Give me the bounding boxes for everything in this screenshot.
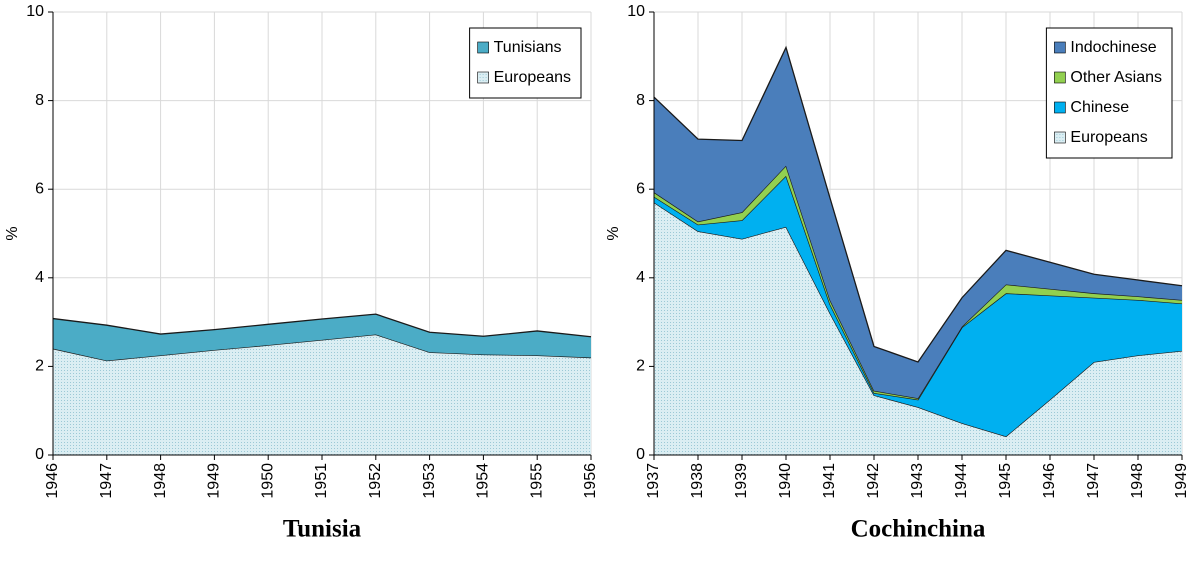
x-tick-label: 1948	[1129, 463, 1146, 499]
legend-label: Europeans	[494, 69, 571, 86]
area	[654, 47, 1182, 399]
x-tick-label: 1941	[821, 463, 838, 499]
legend: Tunisians Europeans	[469, 27, 582, 99]
x-tick-label: 1940	[777, 463, 794, 499]
legend-swatch	[477, 71, 489, 84]
y-axis-label: %	[605, 226, 622, 240]
x-tick-label: 1937	[645, 463, 662, 499]
x-tick-label: 1938	[689, 463, 706, 499]
area	[654, 202, 1182, 455]
x-tick-label: 1954	[475, 463, 492, 499]
area	[53, 334, 591, 455]
x-tick-label: 1946	[44, 463, 61, 499]
legend-swatch	[1054, 41, 1066, 54]
y-tick-label: 8	[636, 92, 645, 109]
chart-title: Tunisia	[283, 516, 362, 543]
legend-swatch	[1054, 71, 1066, 84]
legend: Indochinese Other Asians Chinese Europeans	[1045, 27, 1173, 159]
legend-label: Tunisians	[494, 39, 562, 56]
x-tick-label: 1944	[953, 463, 970, 499]
x-tick-label: 1951	[313, 463, 330, 499]
legend-swatch	[1054, 101, 1066, 114]
y-tick-label: 6	[35, 180, 44, 197]
legend-label: Indochinese	[1070, 39, 1156, 56]
area-edge	[52, 313, 592, 338]
legend-swatch	[1054, 131, 1066, 144]
x-tick-label: 1956	[582, 463, 599, 499]
legend-box	[469, 27, 582, 99]
x-tick-label: 1953	[421, 463, 438, 499]
area	[53, 314, 591, 361]
y-tick-label: 2	[636, 358, 645, 375]
x-tick-label: 1946	[1041, 463, 1058, 499]
x-tick-label: 1939	[733, 463, 750, 499]
legend-label: Other Asians	[1070, 69, 1162, 86]
legend-box	[1045, 27, 1173, 159]
y-axis-label: %	[4, 226, 21, 240]
x-tick-label: 1955	[528, 463, 545, 499]
y-tick-label: 0	[636, 446, 645, 463]
x-tick-label: 1943	[909, 463, 926, 499]
legend-label: Chinese	[1070, 99, 1129, 116]
x-tick-label: 1947	[98, 463, 115, 499]
y-tick-label: 4	[636, 269, 645, 286]
area-edge	[653, 45, 1183, 363]
y-tick-label: 8	[35, 92, 44, 109]
x-tick-label: 1949	[1173, 463, 1190, 499]
legend-swatch	[477, 41, 489, 54]
chart-title: Cochinchina	[851, 516, 986, 543]
y-tick-label: 10	[627, 3, 645, 20]
x-tick-label: 1949	[206, 463, 223, 499]
x-tick-label: 1947	[1085, 463, 1102, 499]
x-tick-label: 1950	[259, 463, 276, 499]
x-tick-label: 1942	[865, 463, 882, 499]
x-tick-label: 1948	[152, 463, 169, 499]
y-tick-label: 0	[35, 446, 44, 463]
x-tick-label: 1945	[997, 463, 1014, 499]
legend-label: Europeans	[1070, 129, 1147, 146]
y-tick-label: 4	[35, 269, 44, 286]
area	[654, 175, 1182, 437]
y-tick-label: 6	[636, 180, 645, 197]
x-tick-label: 1952	[367, 463, 384, 499]
y-tick-label: 2	[35, 358, 44, 375]
y-tick-label: 10	[26, 3, 44, 20]
